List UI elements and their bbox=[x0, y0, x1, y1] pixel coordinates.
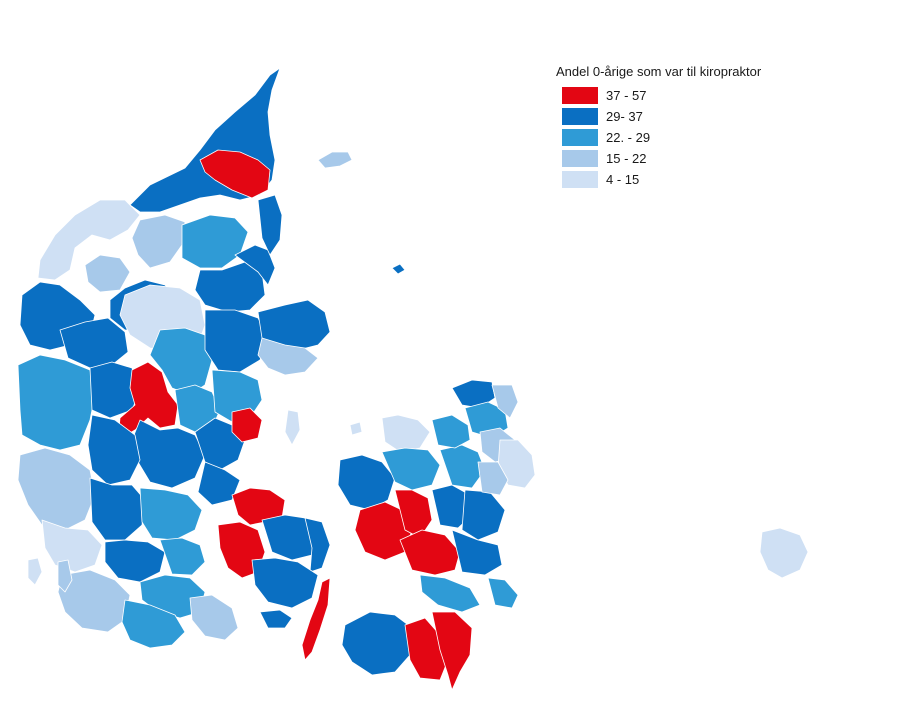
municipality-frederikshavn-red bbox=[199, 149, 271, 199]
municipality-nyborg bbox=[304, 517, 331, 573]
municipality-varde bbox=[17, 447, 96, 531]
legend-item: 37 - 57 bbox=[562, 85, 761, 106]
municipality-holbaek bbox=[381, 447, 441, 491]
municipality-tonder bbox=[57, 569, 131, 633]
island-anholt bbox=[391, 263, 406, 275]
municipality-aabenraa bbox=[121, 599, 186, 649]
municipality-mariagerfjord bbox=[234, 244, 276, 286]
municipality-frederikssund bbox=[431, 414, 471, 449]
municipality-vejle bbox=[139, 487, 203, 541]
municipality-koge bbox=[461, 489, 506, 541]
island-fano bbox=[27, 557, 43, 586]
legend-label: 37 - 57 bbox=[606, 88, 647, 103]
municipality-himmerland-east bbox=[257, 194, 283, 256]
municipality-billund bbox=[89, 477, 146, 541]
island-aero bbox=[259, 609, 293, 629]
region-north-jutland bbox=[37, 67, 283, 353]
municipality-jammerbugt bbox=[131, 214, 186, 269]
island-falster-red bbox=[431, 611, 473, 691]
municipality-viborg-red bbox=[117, 361, 179, 441]
municipality-faxe bbox=[451, 529, 503, 576]
legend-label: 4 - 15 bbox=[606, 172, 640, 187]
region-lolland-falster bbox=[341, 611, 473, 691]
region-funen bbox=[217, 487, 331, 661]
municipality-randers bbox=[204, 309, 269, 373]
municipality-greve bbox=[477, 461, 509, 496]
map-legend: Andel 0-årige som var til kiropraktor 37… bbox=[556, 64, 761, 190]
legend-item: 4 - 15 bbox=[562, 169, 761, 190]
region-islands bbox=[317, 151, 809, 579]
municipality-soro-red bbox=[394, 489, 433, 539]
island-sejero bbox=[349, 421, 363, 436]
legend-swatch bbox=[562, 171, 598, 188]
municipality-naestved-red bbox=[399, 529, 461, 576]
region-mid-jutland bbox=[17, 281, 331, 506]
municipality-kalundborg bbox=[337, 454, 396, 511]
municipality-fredericia bbox=[159, 537, 206, 576]
municipality-ikast-brande bbox=[87, 414, 141, 486]
municipality-odsherred bbox=[381, 414, 431, 453]
legend-item: 15 - 22 bbox=[562, 148, 761, 169]
municipality-morso bbox=[84, 254, 131, 293]
municipality-faaborg-svendborg bbox=[251, 557, 319, 609]
legend-swatch bbox=[562, 150, 598, 167]
municipality-thisted bbox=[37, 199, 141, 281]
municipality-aalborg bbox=[181, 214, 249, 269]
municipality-vordingborg bbox=[419, 574, 481, 613]
island-bornholm bbox=[759, 527, 809, 579]
island-langeland-red bbox=[301, 577, 331, 661]
municipality-rebild bbox=[194, 261, 266, 313]
legend-label: 22. - 29 bbox=[606, 130, 651, 145]
legend-swatch bbox=[562, 108, 598, 125]
municipality-sonderborg bbox=[189, 594, 239, 641]
municipality-holstebro bbox=[59, 317, 129, 369]
municipality-ringkobing-skjern bbox=[17, 354, 96, 451]
municipality-helsingor bbox=[491, 384, 519, 419]
legend-swatch bbox=[562, 129, 598, 146]
legend-swatch bbox=[562, 87, 598, 104]
municipality-horsens bbox=[197, 461, 241, 506]
island-laeso bbox=[317, 151, 353, 169]
legend-label: 29- 37 bbox=[606, 109, 643, 124]
island-romo bbox=[57, 559, 73, 593]
municipality-lolland bbox=[341, 611, 416, 676]
legend-item: 29- 37 bbox=[562, 106, 761, 127]
region-zealand bbox=[284, 379, 536, 613]
municipality-stevns bbox=[487, 577, 519, 609]
municipality-syddjurs bbox=[257, 337, 319, 376]
region-south-denmark bbox=[17, 447, 239, 649]
island-samso bbox=[284, 409, 301, 446]
legend-label: 15 - 22 bbox=[606, 151, 647, 166]
municipality-odder-red bbox=[231, 407, 263, 443]
municipality-kolding bbox=[104, 539, 166, 583]
legend-title: Andel 0-årige som var til kiropraktor bbox=[556, 64, 762, 79]
legend-item: 22. - 29 bbox=[562, 127, 761, 148]
municipality-esbjerg bbox=[41, 519, 103, 573]
